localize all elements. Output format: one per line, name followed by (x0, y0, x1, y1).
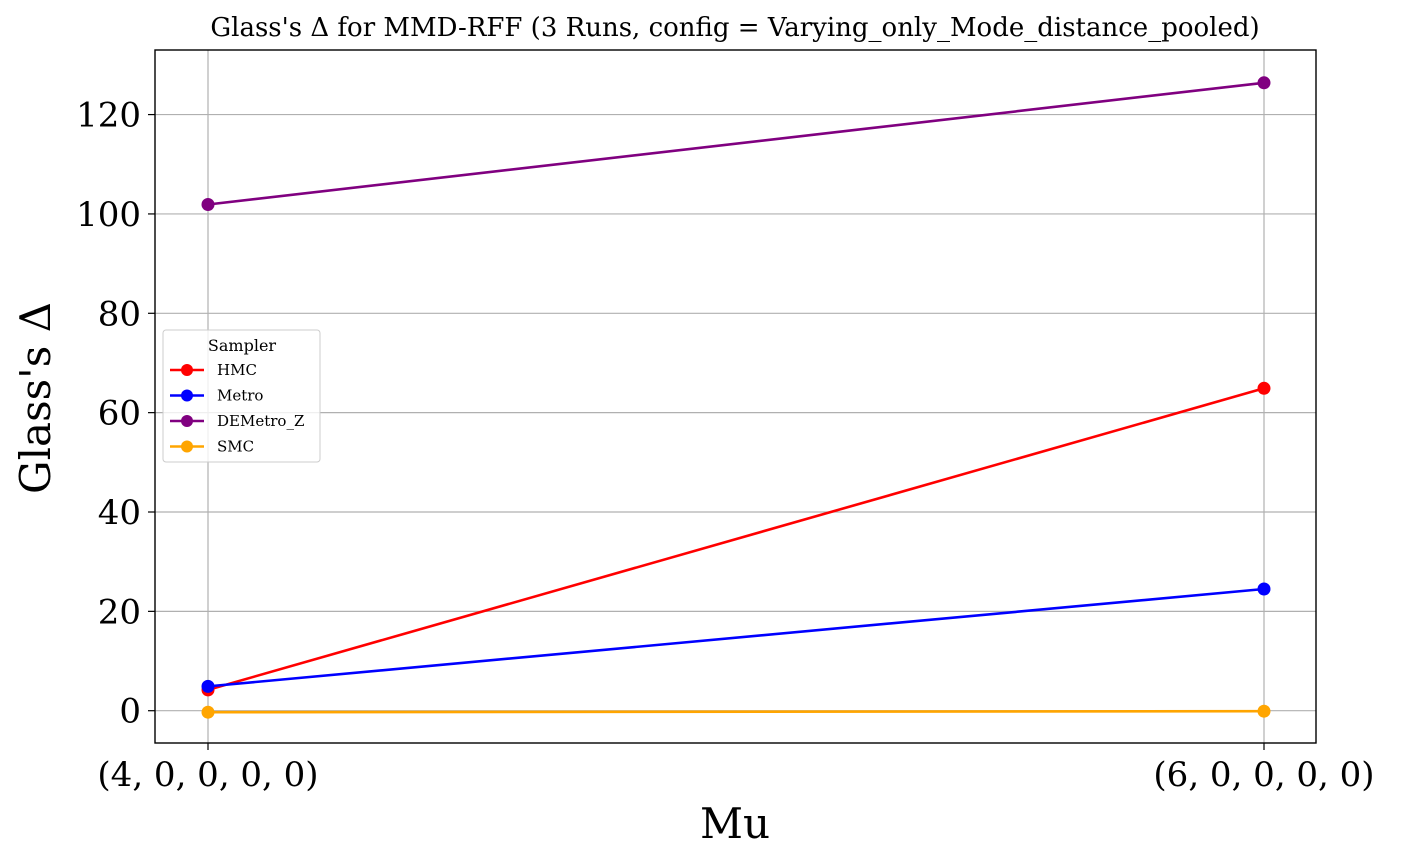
legend-label-smc: SMC (217, 438, 254, 456)
legend-marker-demetro-z (181, 415, 193, 427)
y-tick-label: 0 (119, 692, 141, 732)
series-line-metro (207, 587, 1265, 688)
y-axis-ticks: 0 20 40 60 80 100 120 (76, 96, 155, 732)
grid (155, 50, 1316, 743)
legend-marker-hmc (181, 364, 193, 376)
y-axis-label: Glass's Δ (11, 302, 60, 494)
chart-title: Glass's Δ for MMD-RFF (3 Runs, config = … (210, 13, 1259, 43)
legend-title: Sampler (208, 336, 277, 355)
series-line-hmc (207, 387, 1265, 692)
y-tick-label: 60 (98, 394, 141, 434)
series-line-demetro-z (207, 81, 1265, 206)
data-point-demetro-z (1257, 76, 1271, 90)
y-tick-label: 40 (98, 493, 141, 533)
data-point-smc (201, 705, 215, 719)
series-points (201, 76, 1271, 719)
data-point-smc (1257, 704, 1271, 718)
legend-label-demetro-z: DEMetro_Z (217, 412, 304, 430)
legend-box (162, 329, 321, 463)
x-tick-label: (6, 0, 0, 0, 0) (1153, 755, 1374, 795)
y-tick-label: 100 (76, 195, 141, 235)
legend-marker-smc (181, 440, 193, 453)
y-tick-label: 20 (98, 592, 141, 632)
x-axis-label: Mu (700, 799, 770, 848)
legend: Sampler HMC Metro DEMetro_Z SMC (162, 329, 321, 463)
data-point-hmc (1257, 381, 1271, 395)
data-point-metro (201, 679, 215, 693)
series-lines (207, 81, 1265, 714)
series-line-smc (207, 709, 1265, 714)
plot-area-frame (154, 49, 1317, 744)
legend-label-hmc: HMC (217, 361, 257, 379)
legend-entries: HMC Metro DEMetro_Z SMC (170, 361, 304, 456)
legend-label-metro: Metro (217, 387, 263, 405)
y-tick-label: 80 (98, 294, 141, 334)
y-tick-label: 120 (76, 96, 141, 136)
x-tick-label: (4, 0, 0, 0, 0) (97, 755, 318, 795)
x-axis-ticks: (4, 0, 0, 0, 0) (6, 0, 0, 0, 0) (97, 743, 1375, 795)
data-point-metro (1257, 582, 1271, 596)
data-point-demetro-z (201, 197, 215, 211)
legend-marker-metro (181, 389, 193, 402)
